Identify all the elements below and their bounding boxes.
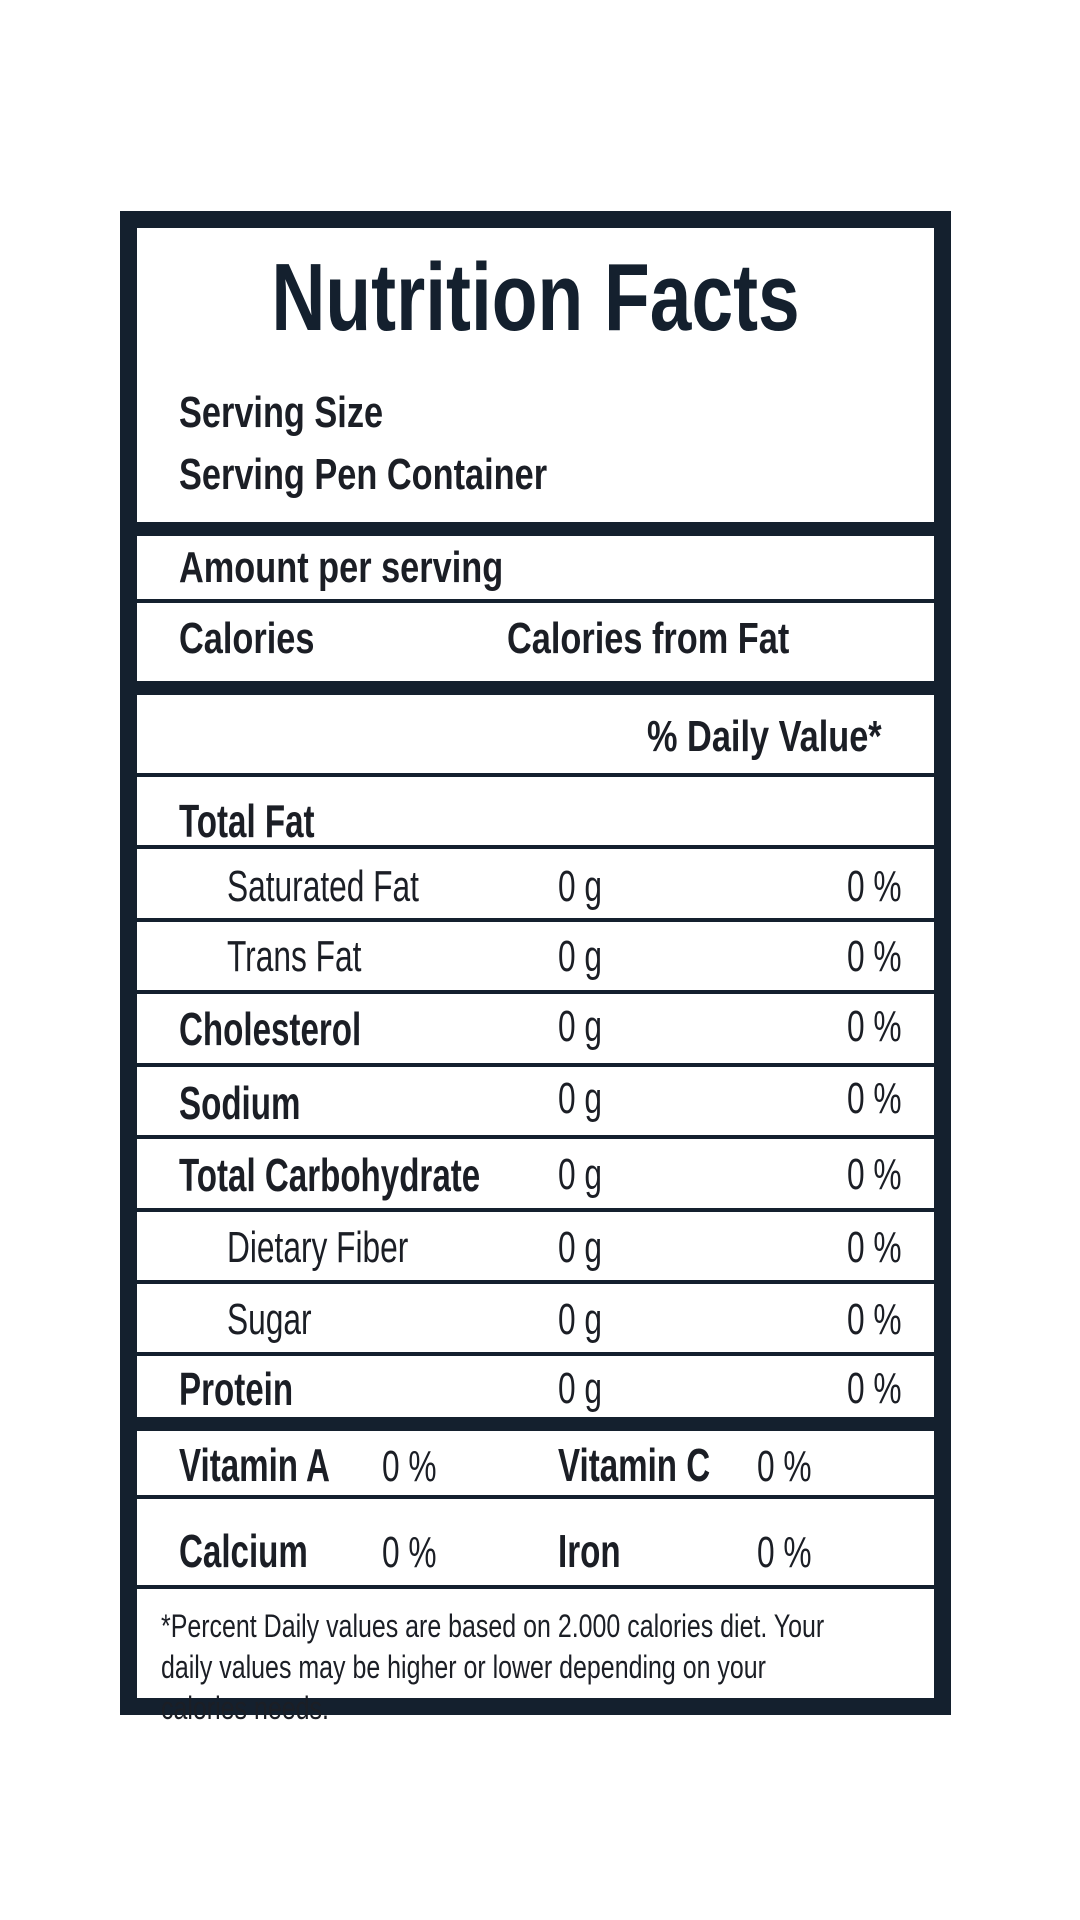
divider: [137, 1352, 934, 1356]
divider-thick: [137, 522, 934, 536]
serving-size-label: Serving Size: [179, 388, 384, 437]
divider-thick: [137, 1417, 934, 1431]
nutrient-amount: 0 g: [558, 932, 603, 981]
nutrient-amount: 0 g: [558, 1364, 603, 1413]
nutrient-amount: 0 g: [558, 862, 603, 911]
divider: [137, 1585, 934, 1589]
servings-per-container-label: Serving Pen Container: [179, 450, 548, 499]
vitamin-a-value: 0 %: [382, 1442, 437, 1491]
calcium-value: 0 %: [382, 1528, 437, 1577]
label-title: Nutrition Facts: [271, 244, 800, 351]
total-fat-label: Total Fat: [179, 795, 315, 847]
nutrient-amount: 0 g: [558, 1223, 603, 1272]
nutrient-label: Saturated Fat: [227, 862, 419, 911]
nutrient-daily-value: 0 %: [847, 1002, 902, 1051]
vitamin-a-label: Vitamin A: [179, 1439, 330, 1491]
nutrient-label: Sugar: [227, 1295, 312, 1344]
nutrient-label: Cholesterol: [179, 1003, 362, 1055]
footnote: *Percent Daily values are based on 2.000…: [161, 1608, 825, 1726]
nutrient-amount: 0 g: [558, 1002, 603, 1051]
divider-thick: [137, 681, 934, 695]
divider: [137, 845, 934, 849]
nutrient-amount: 0 g: [558, 1295, 603, 1344]
nutrient-daily-value: 0 %: [847, 1295, 902, 1344]
calories-label: Calories: [179, 614, 315, 663]
nutrient-amount: 0 g: [558, 1074, 603, 1123]
nutrient-amount: 0 g: [558, 1150, 603, 1199]
divider: [137, 773, 934, 777]
nutrient-daily-value: 0 %: [847, 1074, 902, 1123]
nutrient-daily-value: 0 %: [847, 1150, 902, 1199]
nutrient-label: Sodium: [179, 1077, 301, 1129]
divider: [137, 1280, 934, 1284]
divider: [137, 1495, 934, 1499]
divider: [137, 918, 934, 922]
daily-value-header: % Daily Value*: [647, 712, 882, 761]
nutrient-label: Protein: [179, 1363, 294, 1415]
amount-per-serving-label: Amount per serving: [179, 543, 504, 592]
divider: [137, 599, 934, 603]
iron-value: 0 %: [757, 1528, 812, 1577]
divider: [137, 990, 934, 994]
nutrient-label: Total Carbohydrate: [179, 1149, 481, 1201]
nutrition-label-body: Nutrition Facts Serving Size Serving Pen…: [137, 228, 934, 1726]
divider: [137, 1063, 934, 1067]
calcium-label: Calcium: [179, 1525, 308, 1577]
nutrient-label: Dietary Fiber: [227, 1223, 409, 1272]
divider: [137, 1135, 934, 1139]
nutrient-daily-value: 0 %: [847, 862, 902, 911]
vitamin-c-label: Vitamin C: [558, 1439, 711, 1491]
nutrition-label: Nutrition Facts Serving Size Serving Pen…: [120, 211, 951, 1726]
nutrient-daily-value: 0 %: [847, 932, 902, 981]
iron-label: Iron: [558, 1525, 621, 1577]
nutrient-label: Trans Fat: [227, 932, 362, 981]
divider: [137, 1208, 934, 1212]
nutrient-daily-value: 0 %: [847, 1364, 902, 1413]
vitamin-c-value: 0 %: [757, 1442, 812, 1491]
calories-from-fat-label: Calories from Fat: [507, 614, 790, 663]
nutrient-daily-value: 0 %: [847, 1223, 902, 1272]
